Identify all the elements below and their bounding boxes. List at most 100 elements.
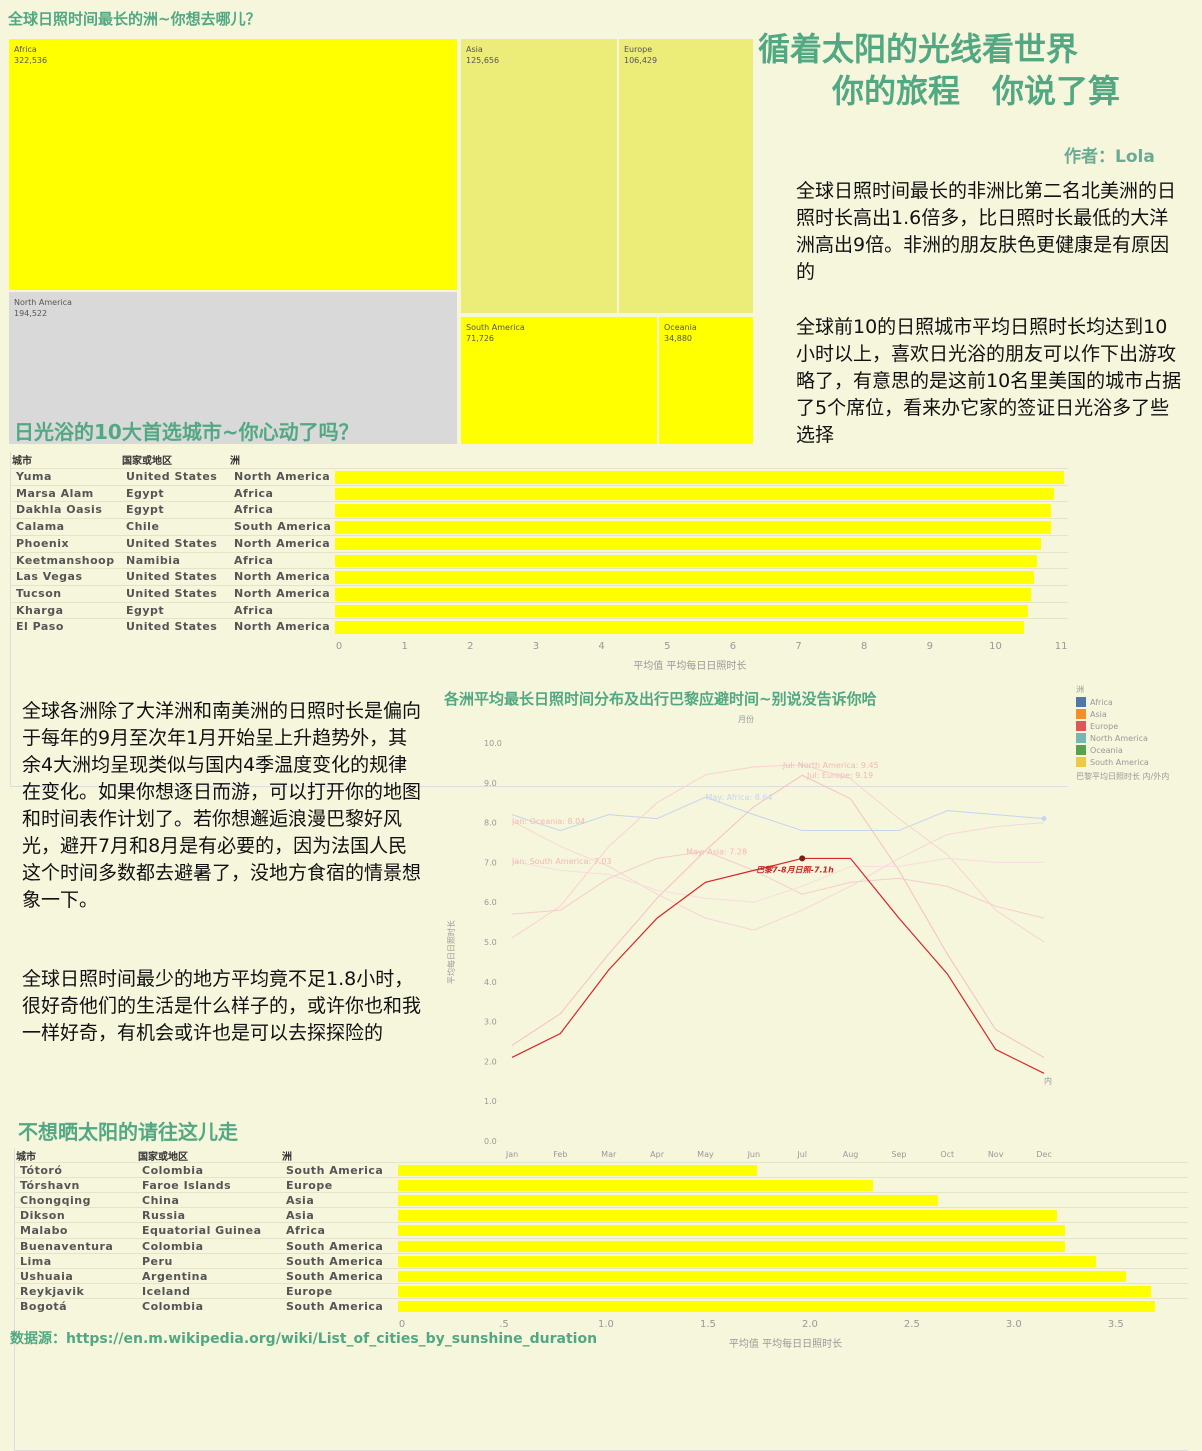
- country-cell: United States: [126, 570, 218, 584]
- y-tick-label: 1.0: [484, 1097, 497, 1106]
- country-cell: Egypt: [126, 503, 165, 517]
- table-header-0: 城市: [16, 1152, 36, 1163]
- table-row: Dakhla Oasis Egypt Africa: [10, 501, 1068, 518]
- treemap-cell-label: Oceania: [664, 323, 697, 332]
- treemap-cell-value: 125,656: [466, 56, 500, 65]
- treemap-cell-value: 322,536: [14, 56, 48, 65]
- legend-label: Europe: [1090, 721, 1119, 731]
- y-tick-label: 7.0: [484, 858, 497, 867]
- treemap: Africa 322,536 North America 194,522 Asia 125…: [8, 38, 754, 445]
- bar: [398, 1225, 1065, 1237]
- continent-cell: South America: [286, 1299, 384, 1313]
- axis-tick: 1.0: [597, 1319, 614, 1330]
- series-line-5: [511, 857, 1044, 903]
- city-cell: Reykjavik: [20, 1284, 85, 1298]
- y-tick-label: 3.0: [484, 1018, 497, 1027]
- treemap-cell-label: Africa: [14, 45, 37, 54]
- axis-tick: 5: [664, 641, 671, 652]
- y-tick-label: 2.0: [484, 1057, 497, 1066]
- continent-cell: Africa: [234, 503, 274, 517]
- table-row: Malabo Equatorial Guinea Africa: [14, 1222, 1188, 1237]
- x-tick-label: Jun: [747, 1150, 761, 1159]
- linechart-legend: 洲 Africa Asia Europe North America Oceania Sou…: [1076, 684, 1196, 782]
- bottom10-chart: 城市 国家或地区洲 Tótoró Colombia South America Tórsh…: [14, 1148, 1190, 1451]
- axis-tick: 9: [926, 641, 934, 652]
- bar: [398, 1240, 1065, 1252]
- source-link[interactable]: https://en.m.wikipedia.org/wiki/List_of_…: [66, 1331, 598, 1347]
- city-cell: Ushuaia: [20, 1269, 74, 1283]
- y-tick-label: 5.0: [484, 938, 497, 947]
- continent-cell: Europe: [286, 1179, 333, 1193]
- city-cell: Dikson: [20, 1209, 66, 1223]
- country-cell: Colombia: [142, 1164, 204, 1177]
- y-tick-label: 9.0: [484, 779, 497, 788]
- series-line-2: [511, 774, 1045, 1058]
- country-cell: Russia: [142, 1209, 186, 1223]
- bar: [335, 521, 1051, 534]
- bar: [335, 504, 1051, 518]
- bar: [398, 1255, 1096, 1267]
- author-label: 作者：Lola: [1064, 147, 1155, 167]
- continent-cell: North America: [234, 586, 331, 600]
- treemap-cell-value: 106,429: [624, 56, 658, 65]
- legend-item: Asia: [1076, 708, 1196, 720]
- axis-title: 平均值 平均每日日照时长: [633, 661, 747, 672]
- axis-tick: 8: [861, 641, 868, 652]
- country-cell: Faroe Islands: [142, 1179, 232, 1193]
- y-tick-label: 0.0: [484, 1137, 497, 1146]
- country-cell: Egypt: [126, 603, 165, 617]
- main-title: 循着太阳的光线看世界: [758, 30, 1079, 68]
- bar: [335, 554, 1038, 568]
- table-row: Yuma United States North America: [10, 468, 1068, 485]
- axis-title: 平均值 平均每日日照时长: [728, 1339, 843, 1350]
- table-row: Phoenix United States North America: [10, 534, 1068, 552]
- axis-tick: 2.0: [801, 1319, 818, 1330]
- series-line-1: [511, 850, 1045, 919]
- plot-right-border: [14, 1299, 15, 1450]
- x-tick-label: Apr: [650, 1150, 665, 1159]
- source-line: 数据源：https://en.m.wikipedia.org/wiki/List…: [10, 1328, 597, 1348]
- city-cell: Tótoró: [20, 1164, 63, 1177]
- continent-cell: North America: [234, 570, 331, 584]
- city-cell: Calama: [16, 520, 65, 534]
- table-row: Buenaventura Colombia South America: [14, 1237, 1188, 1253]
- country-cell: Colombia: [142, 1299, 204, 1313]
- axis-tick: 3.5: [1107, 1319, 1124, 1330]
- country-cell: United States: [126, 470, 218, 483]
- bar: [335, 587, 1031, 601]
- continent-cell: North America: [234, 620, 331, 634]
- paragraph-top10: 全球前10的日照城市平均日照时长均达到10小时以上，喜欢日光浴的朋友可以作下出游…: [796, 316, 1182, 446]
- city-cell: Malabo: [20, 1224, 68, 1238]
- plot-border: [14, 1148, 15, 1299]
- continent-cell: Asia: [286, 1209, 315, 1223]
- country-cell: United States: [126, 536, 218, 550]
- legend-swatch: [1076, 709, 1086, 719]
- axis-tick: 10: [989, 641, 1002, 652]
- y-tick-label: 10.0: [484, 739, 502, 748]
- continent-cell: South America: [286, 1239, 384, 1253]
- treemap-cell-north-america: North America 194,522: [8, 291, 458, 445]
- x-tick-label: Nov: [988, 1150, 1004, 1159]
- treemap-title: 全球日照时间最长的洲~你想去哪儿？: [8, 10, 261, 28]
- series-line-4: [511, 820, 1045, 931]
- treemap-cell-label: Europe: [624, 45, 653, 54]
- table-row: Tótoró Colombia South America: [14, 1162, 1188, 1177]
- axis-tick: 3: [532, 641, 540, 652]
- bar: [335, 604, 1028, 618]
- table-row: Reykjavik Iceland Europe: [14, 1282, 1188, 1298]
- country-cell: Argentina: [142, 1269, 208, 1283]
- x-tick-label: May: [697, 1150, 714, 1159]
- continent-cell: South America: [234, 520, 332, 534]
- plot-bottom-border: [10, 786, 1068, 787]
- legend-label: North America: [1090, 733, 1148, 743]
- x-tick-label: Feb: [553, 1150, 567, 1159]
- city-cell: Dakhla Oasis: [16, 503, 103, 517]
- continent-cell: Africa: [286, 1224, 326, 1238]
- city-cell: Las Vegas: [16, 570, 83, 584]
- peak-annotation: May: Asia: 7.28: [686, 847, 747, 856]
- legend-title: 洲: [1076, 685, 1084, 694]
- city-cell: Phoenix: [16, 536, 70, 550]
- source-label: 数据源：: [10, 1331, 66, 1347]
- x-top-label: 月份: [738, 714, 754, 724]
- continent-cell: South America: [286, 1164, 384, 1177]
